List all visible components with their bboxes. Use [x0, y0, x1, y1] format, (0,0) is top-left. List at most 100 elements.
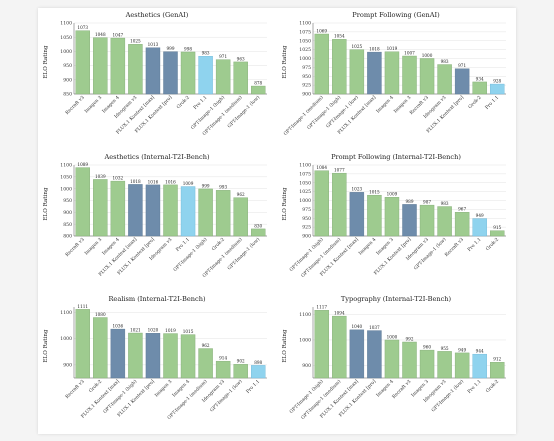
x-tick-label: Imagen 3 [154, 379, 174, 399]
bar [332, 172, 347, 237]
bar [349, 329, 365, 379]
bar-value-label: 830 [254, 223, 262, 228]
y-tick-label: 1000 [60, 336, 72, 342]
bar-value-label: 983 [441, 59, 449, 64]
bar-value-label: 960 [423, 345, 431, 350]
bar-value-label: 902 [237, 359, 245, 364]
y-tick-label: 975 [302, 207, 311, 213]
bar [490, 362, 505, 379]
y-tick-label: 900 [302, 363, 311, 369]
bar [454, 212, 470, 237]
y-tick-label: 1100 [60, 310, 72, 316]
bar [367, 330, 382, 379]
bar-value-label: 1015 [183, 329, 194, 334]
y-tick-label: 950 [302, 74, 311, 80]
x-tick-label: GPT-Image-1 (low) [430, 378, 466, 414]
y-tick-label: 1000 [299, 56, 311, 62]
chart-prompt-following-internal-svg: Prompt Following (Internal-T2I-Bench) EL… [282, 153, 506, 279]
chart-prompt-following-genai: Prompt Following (GenAI) ELO Rating 900 9… [277, 8, 516, 150]
bar-value-label: 1019 [165, 328, 176, 333]
y-tick-label: 1000 [60, 186, 72, 192]
bar [349, 192, 365, 237]
y-axis-label: ELO Rating [43, 45, 49, 78]
bar [251, 85, 266, 95]
bar [75, 167, 90, 237]
y-tick-label: 850 [63, 92, 72, 98]
bar-value-label: 1020 [148, 328, 159, 333]
bar [314, 310, 329, 379]
bar-value-label: 999 [167, 46, 175, 51]
x-tick-label: Recraft v3 [391, 379, 412, 400]
y-tick-label: 975 [302, 65, 311, 71]
x-tick-label: Imagen 4 [358, 237, 378, 257]
x-tick-label: Imagen 3 [83, 95, 103, 115]
y-tick-label: 850 [63, 222, 72, 228]
y-axis-label: ELO Rating [43, 187, 49, 220]
y-tick-label: 1000 [299, 198, 311, 204]
bar [163, 333, 178, 379]
bar [454, 68, 470, 95]
figure-sheet: Aesthetics (GenAI) ELO Rating 850 900 950 1… [38, 8, 516, 434]
bar [145, 47, 161, 95]
y-tick-label: 900 [63, 210, 72, 216]
x-tick-label: Recraft v3 [64, 237, 85, 258]
bar-value-label: 967 [458, 207, 466, 212]
y-tick-label: 1100 [60, 163, 72, 169]
bar [180, 51, 196, 95]
bar-value-label: 971 [458, 63, 466, 68]
bar-value-label: 1009 [183, 181, 194, 186]
bar-value-label: 944 [476, 349, 484, 354]
bar-value-label: 1111 [77, 304, 88, 309]
bar [454, 352, 470, 379]
bar-value-label: 993 [219, 185, 227, 190]
bar [490, 230, 505, 237]
x-tick-label: GPT-Image-1 (low) [324, 94, 360, 130]
bar [490, 83, 505, 95]
y-tick-label: 1100 [299, 312, 311, 318]
bar [332, 39, 347, 95]
x-tick-label: Grok-2 [88, 379, 103, 394]
y-axis-label: ELO Rating [43, 329, 49, 362]
y-axis-label: ELO Rating [282, 187, 288, 220]
x-tick-label: Recraft v3 [64, 95, 85, 116]
x-tick-label: Pro 1.1 [175, 237, 191, 253]
bar [349, 49, 365, 95]
y-tick-label: 1025 [299, 47, 311, 53]
chart-title: Prompt Following (Internal-T2I-Bench) [331, 153, 461, 161]
bar [437, 64, 452, 95]
bar [75, 309, 90, 379]
bar-value-label: 1025 [130, 39, 141, 44]
x-tick-label: GPT-Image-1 (high) [288, 236, 325, 273]
bar-value-label: 1039 [95, 174, 106, 179]
x-tick-label: Grok-2 [211, 237, 226, 252]
y-tick-label: 950 [302, 216, 311, 222]
y-axis-label: ELO Rating [282, 329, 288, 362]
x-tick-label: Pro 1.1 [466, 237, 482, 253]
y-tick-label: 1100 [299, 21, 311, 27]
bar [367, 51, 382, 95]
bar-value-label: 1021 [130, 327, 141, 332]
x-tick-label: GPT-Image-1 (low) [226, 236, 262, 272]
bar [419, 204, 435, 237]
bar [384, 197, 400, 237]
bar [163, 184, 178, 237]
bar [180, 186, 196, 237]
bar-value-label: 1069 [316, 28, 327, 33]
chart-prompt-following-internal: Prompt Following (Internal-T2I-Bench) EL… [277, 150, 516, 292]
bar-value-label: 1016 [148, 179, 159, 184]
bar [384, 339, 400, 379]
chart-title: Aesthetics (GenAI) [125, 11, 189, 19]
x-tick-label: GPT-Image-1 (low) [226, 94, 262, 130]
bar-value-label: 962 [202, 343, 210, 348]
bar [198, 348, 213, 379]
bar [419, 349, 435, 379]
y-tick-label: 950 [63, 63, 72, 69]
y-tick-label: 1050 [60, 35, 72, 41]
x-tick-label: Imagen 4 [375, 95, 395, 115]
bar-value-label: 1047 [113, 32, 124, 37]
chart-typography-internal-svg: Typography (Internal-T2I-Bench) ELO Rati… [282, 295, 506, 421]
bar-value-label: 1013 [148, 42, 159, 47]
bar-value-label: 999 [202, 183, 210, 188]
bar-value-label: 1023 [352, 187, 363, 192]
bar [402, 341, 417, 379]
